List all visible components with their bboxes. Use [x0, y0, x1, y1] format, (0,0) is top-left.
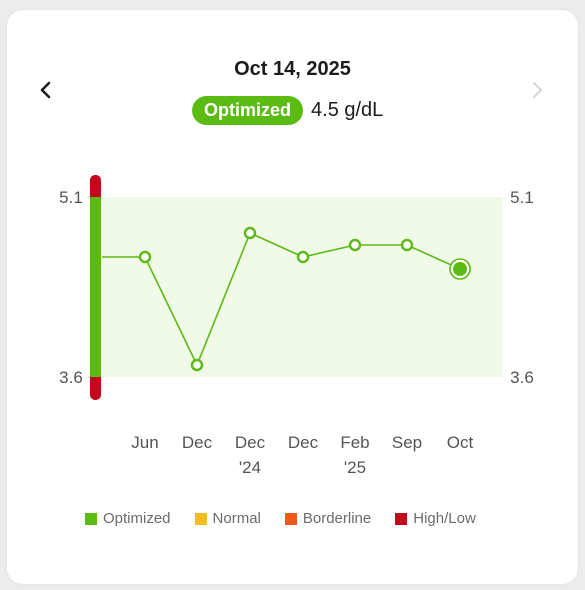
data-point: [190, 358, 204, 372]
data-point: [138, 250, 152, 264]
status-row: Optimized 4.5 g/dL: [192, 96, 383, 125]
y-tick-label-right: 5.1: [510, 188, 534, 207]
x-tick-label: Feb: [340, 433, 369, 452]
range-bar-low: [90, 370, 101, 400]
optimized-range-band: [96, 197, 503, 377]
y-tick-label-left: 5.1: [59, 188, 83, 207]
data-point: [348, 238, 362, 252]
selected-data-point: [453, 262, 467, 276]
legend-item: Optimized: [85, 510, 171, 527]
x-tick-label: Dec: [288, 433, 319, 452]
result-value: 4.5 g/dL: [311, 99, 384, 121]
legend-item: Normal: [194, 510, 261, 527]
series-line: [102, 231, 461, 367]
x-tick-label: Dec: [182, 433, 213, 452]
chevron-left-icon: [40, 81, 51, 99]
legend-swatch: [395, 512, 408, 525]
data-point: [296, 250, 310, 264]
legend-label: Borderline: [302, 510, 372, 527]
legend-swatch: [85, 512, 97, 525]
data-point: [243, 226, 257, 240]
x-tick-label: Jun: [131, 433, 158, 452]
legend-label: Normal: [212, 510, 261, 527]
x-tick-label: Oct: [447, 433, 474, 452]
biomarker-card: Oct 14, 2025 Optimized 4.5 g/dL 5.1 5.1 3.…: [7, 10, 578, 584]
data-point: [400, 238, 414, 252]
legend-item: High/Low: [395, 510, 476, 527]
status-badge: Optimized: [192, 96, 304, 125]
chevron-right-icon: [533, 82, 542, 98]
y-tick-label-left: 3.6: [59, 368, 83, 387]
next-result-button[interactable]: [525, 78, 549, 102]
legend-swatch: [194, 512, 207, 525]
legend-label: High/Low: [413, 510, 476, 527]
x-tick-label: Sep: [392, 433, 422, 452]
y-tick-label-right: 3.6: [510, 368, 534, 387]
trend-chart: 5.1 5.1 3.6 3.6 Jun Dec Dec '24 Dec Feb '25 Sep Oct: [59, 175, 534, 477]
legend-item: Borderline: [284, 510, 372, 527]
legend: Optimized Normal Borderline High/Low: [85, 510, 500, 527]
legend-label: Optimized: [103, 510, 171, 527]
x-tick-label-year: '25: [344, 458, 366, 477]
x-tick-label: Dec: [235, 433, 266, 452]
range-bar-optimized: [90, 197, 101, 377]
result-date: Oct 14, 2025: [234, 58, 351, 80]
previous-result-button[interactable]: [34, 78, 58, 102]
x-tick-label-year: '24: [239, 458, 261, 477]
legend-swatch: [284, 512, 297, 525]
